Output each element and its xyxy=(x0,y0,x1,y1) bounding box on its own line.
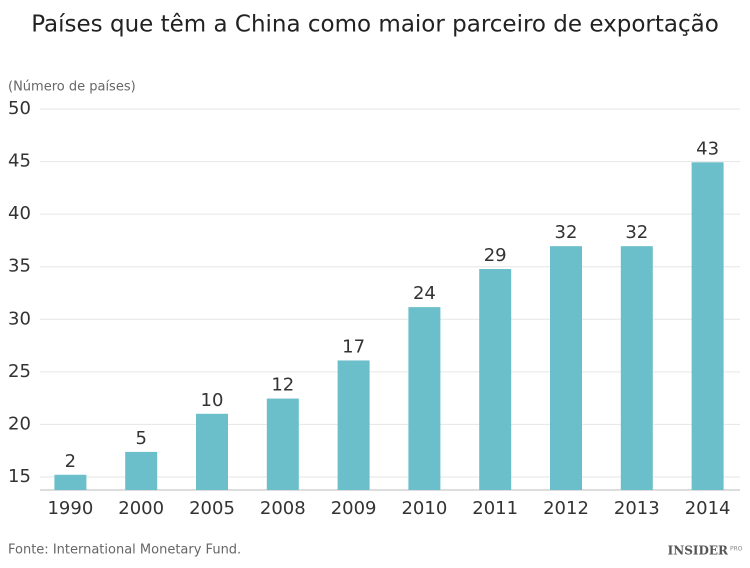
x-tick-label: 2011 xyxy=(472,498,518,519)
chart-title: Países que têm a China como maior parcei… xyxy=(31,12,719,38)
bar xyxy=(125,451,158,490)
x-tick-label: 2014 xyxy=(685,498,731,519)
x-tick-label: 1990 xyxy=(47,498,93,519)
y-tick-label: 45 xyxy=(8,151,31,172)
x-tick-label: 2013 xyxy=(614,498,660,519)
y-tick-label: 15 xyxy=(8,466,31,487)
y-tick-label: 35 xyxy=(8,256,31,277)
bar xyxy=(479,269,512,490)
y-tick-label: 25 xyxy=(8,361,31,382)
bar xyxy=(408,307,441,490)
bar xyxy=(196,413,228,490)
value-label: 2 xyxy=(65,451,76,472)
source: Fonte: International Monetary Fund. xyxy=(8,543,241,558)
bar xyxy=(620,246,653,490)
bar xyxy=(266,398,299,490)
x-tick-label: 2005 xyxy=(189,498,235,519)
x-tick-label: 2012 xyxy=(543,498,589,519)
value-label: 10 xyxy=(201,390,224,411)
logo: INSIDER xyxy=(668,544,729,558)
y-tick-label: 50 xyxy=(8,98,31,119)
value-label: 24 xyxy=(413,283,436,304)
value-label: 12 xyxy=(271,375,294,396)
value-label: 5 xyxy=(135,428,146,449)
x-tick-label: 2010 xyxy=(401,498,447,519)
value-label: 17 xyxy=(342,336,365,357)
value-label: 32 xyxy=(555,222,578,243)
value-label: 29 xyxy=(484,245,507,266)
y-tick-label: 40 xyxy=(8,203,31,224)
value-label: 43 xyxy=(696,138,719,159)
bar xyxy=(337,360,370,490)
y-tick-label: 30 xyxy=(8,308,31,329)
value-label: 32 xyxy=(625,222,648,243)
x-tick-label: 2008 xyxy=(260,498,306,519)
bar xyxy=(54,474,87,490)
bar xyxy=(550,246,582,490)
x-tick-label: 2009 xyxy=(331,498,377,519)
logo-sub: PRO xyxy=(730,546,743,553)
y-tick-label: 20 xyxy=(8,413,31,434)
bar xyxy=(691,162,724,490)
x-tick-label: 2000 xyxy=(118,498,164,519)
y-axis-label: (Número de países) xyxy=(8,80,136,95)
